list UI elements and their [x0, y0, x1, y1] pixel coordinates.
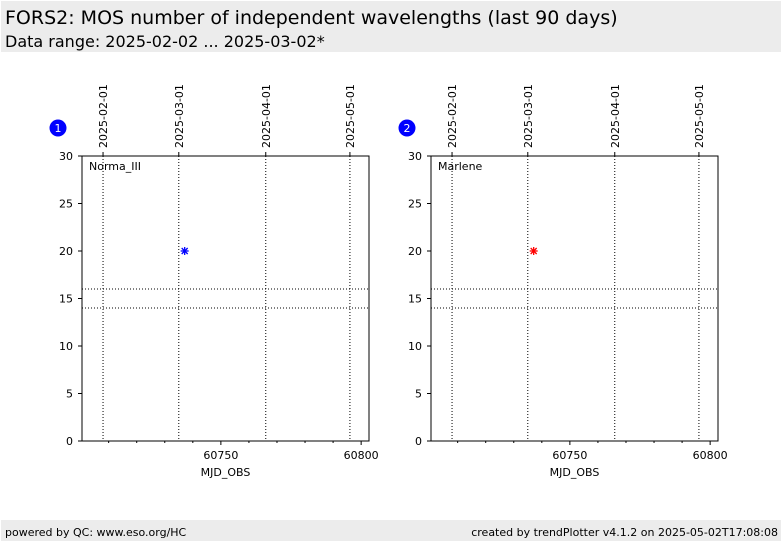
data-point: [180, 247, 189, 255]
x-axis-label: MJD_OBS: [201, 466, 251, 479]
chart-panel-1: 2025-02-01 2025-03-01 2025-04-01 2025-05-01…: [49, 84, 379, 479]
date-tick-label: 2025-02-01: [446, 84, 459, 148]
data-point: [529, 247, 538, 255]
y-tick-label: 25: [59, 198, 73, 211]
page-footer: powered by QC: www.eso.org/HC created by…: [1, 520, 781, 541]
data-point-stroke: [530, 247, 538, 255]
data-point-stroke: [181, 247, 189, 255]
y-tick-label: 20: [408, 245, 422, 258]
y-tick-label: 15: [59, 293, 73, 306]
panel-badge: [49, 119, 67, 137]
y-tick-label: 20: [59, 245, 73, 258]
y-tick-label: 30: [59, 150, 73, 163]
page-header: FORS2: MOS number of independent wavelen…: [1, 1, 781, 52]
y-tick-label: 5: [415, 388, 422, 401]
instrument-label: Marlene: [438, 160, 483, 173]
plot-frame: [81, 155, 370, 442]
chart-panel-2: 2025-02-01 2025-03-01 2025-04-01 2025-05-01…: [398, 84, 728, 479]
y-tick-label: 0: [66, 435, 73, 448]
footer-created-by: created by trendPlotter v4.1.2 on 2025-0…: [471, 526, 778, 539]
plot-frame: [430, 155, 719, 442]
data-range-subtitle: Data range: 2025-02-02 ... 2025-03-02*: [5, 32, 325, 51]
date-tick-label: 2025-02-01: [97, 84, 110, 148]
instrument-label: Norma_III: [89, 160, 141, 173]
date-tick-label: 2025-05-01: [344, 84, 357, 148]
y-tick-label: 25: [408, 198, 422, 211]
panel-badge-number: 2: [404, 122, 411, 135]
panel-badge: [398, 119, 416, 137]
panel-badge-number: 1: [55, 122, 62, 135]
y-tick-label: 10: [408, 340, 422, 353]
x-tick-label: 60800: [693, 449, 728, 462]
x-tick-label: 60800: [344, 449, 379, 462]
y-tick-label: 5: [66, 388, 73, 401]
x-tick-label: 60750: [203, 449, 238, 462]
x-tick-label: 60750: [552, 449, 587, 462]
page-title: FORS2: MOS number of independent wavelen…: [5, 7, 618, 29]
y-tick-label: 15: [408, 293, 422, 306]
date-tick-label: 2025-05-01: [693, 84, 706, 148]
y-tick-label: 0: [415, 435, 422, 448]
footer-powered-by: powered by QC: www.eso.org/HC: [5, 526, 187, 539]
y-tick-label: 30: [408, 150, 422, 163]
date-tick-label: 2025-03-01: [173, 84, 186, 148]
y-tick-label: 10: [59, 340, 73, 353]
date-tick-label: 2025-03-01: [522, 84, 535, 148]
x-axis-label: MJD_OBS: [550, 466, 600, 479]
date-tick-label: 2025-04-01: [609, 84, 622, 148]
date-tick-label: 2025-04-01: [260, 84, 273, 148]
